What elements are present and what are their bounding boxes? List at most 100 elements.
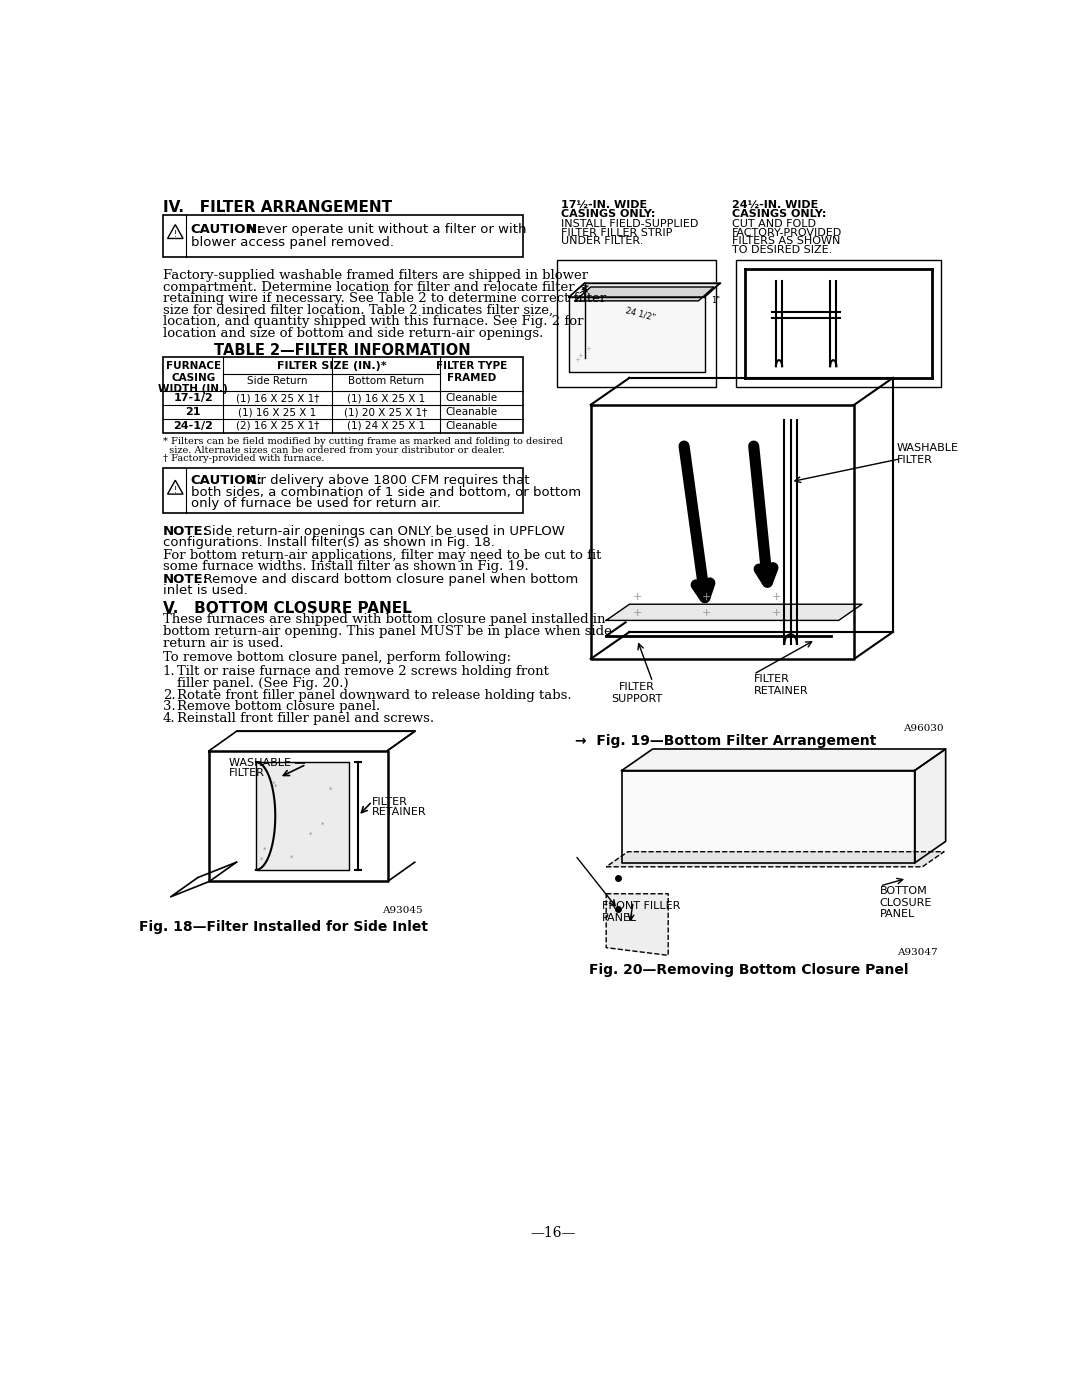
Polygon shape — [915, 749, 946, 863]
Text: return air is used.: return air is used. — [163, 637, 284, 650]
Polygon shape — [569, 298, 704, 372]
Text: *: * — [264, 847, 267, 852]
Text: WASHABLE
FILTER: WASHABLE FILTER — [896, 443, 959, 465]
Text: 4.: 4. — [163, 712, 176, 725]
Text: (1) 24 X 25 X 1: (1) 24 X 25 X 1 — [347, 420, 426, 430]
Text: Air delivery above 1800 CFM requires that: Air delivery above 1800 CFM requires tha… — [239, 474, 529, 488]
Text: 17-1/2: 17-1/2 — [173, 393, 213, 404]
Text: +: + — [702, 592, 712, 602]
Text: →  Fig. 19—Bottom Filter Arrangement: → Fig. 19—Bottom Filter Arrangement — [576, 735, 877, 749]
Text: both sides, a combination of 1 side and bottom, or bottom: both sides, a combination of 1 side and … — [191, 486, 581, 499]
Text: 24-1/2: 24-1/2 — [173, 420, 213, 430]
Text: * Filters can be field modified by cutting frame as marked and folding to desire: * Filters can be field modified by cutti… — [163, 437, 563, 446]
Text: CAUTION:: CAUTION: — [191, 474, 262, 488]
Text: IV.   FILTER ARRANGEMENT: IV. FILTER ARRANGEMENT — [163, 200, 392, 215]
Bar — [163, 215, 523, 257]
Text: compartment. Determine location for filter and relocate filter: compartment. Determine location for filt… — [163, 281, 575, 293]
Text: *: * — [291, 855, 294, 861]
Text: CAUTION:: CAUTION: — [191, 224, 262, 236]
Polygon shape — [576, 286, 714, 300]
Text: RETAINER: RETAINER — [373, 806, 427, 817]
Text: *: * — [271, 781, 274, 787]
Text: FILTER FILLER STRIP: FILTER FILLER STRIP — [562, 228, 673, 237]
Text: *: * — [273, 784, 276, 789]
Text: Rotate front filler panel downward to release holding tabs.: Rotate front filler panel downward to re… — [177, 689, 571, 701]
Text: 21: 21 — [186, 407, 201, 418]
Text: Cleanable: Cleanable — [445, 393, 498, 404]
Text: Cleanable: Cleanable — [445, 407, 498, 418]
Text: To remove bottom closure panel, perform following:: To remove bottom closure panel, perform … — [163, 651, 511, 664]
Text: Remove bottom closure panel.: Remove bottom closure panel. — [177, 700, 380, 714]
Text: 3.: 3. — [163, 700, 176, 714]
Text: +: + — [578, 353, 583, 359]
Text: Cleanable: Cleanable — [445, 420, 498, 430]
Text: (1) 16 X 25 X 1†: (1) 16 X 25 X 1† — [235, 393, 320, 404]
Text: FILTER: FILTER — [373, 796, 408, 806]
Text: FURNACE
CASING
WIDTH (IN.): FURNACE CASING WIDTH (IN.) — [159, 360, 228, 394]
Text: *: * — [260, 856, 264, 862]
Text: CASINGS ONLY:: CASINGS ONLY: — [562, 210, 656, 219]
Text: —16—: —16— — [530, 1227, 577, 1241]
Text: FILTER
SUPPORT: FILTER SUPPORT — [611, 682, 663, 704]
Text: 24 1/2": 24 1/2" — [625, 306, 657, 323]
Text: TABLE 2—FILTER INFORMATION: TABLE 2—FILTER INFORMATION — [215, 344, 471, 358]
Text: 3": 3" — [580, 285, 589, 293]
Text: FRONT FILLER
PANEL: FRONT FILLER PANEL — [603, 901, 680, 923]
Text: only of furnace be used for return air.: only of furnace be used for return air. — [191, 497, 441, 510]
Text: FILTER TYPE
FRAMED: FILTER TYPE FRAMED — [435, 360, 507, 383]
Bar — [163, 468, 523, 513]
Bar — [557, 260, 716, 387]
Text: Factory-supplied washable framed filters are shipped in blower: Factory-supplied washable framed filters… — [163, 270, 588, 282]
Text: Bottom Return: Bottom Return — [348, 376, 424, 387]
Polygon shape — [622, 749, 946, 771]
Text: size. Alternate sizes can be ordered from your distributor or dealer.: size. Alternate sizes can be ordered fro… — [163, 446, 504, 454]
Text: *: * — [329, 787, 333, 792]
Text: 1": 1" — [711, 296, 720, 306]
Text: filler panel. (See Fig. 20.): filler panel. (See Fig. 20.) — [177, 676, 349, 690]
Text: bottom return-air opening. This panel MUST be in place when side: bottom return-air opening. This panel MU… — [163, 624, 611, 638]
Polygon shape — [606, 894, 669, 956]
Text: V.   BOTTOM CLOSURE PANEL: V. BOTTOM CLOSURE PANEL — [163, 601, 411, 616]
Text: 2.: 2. — [163, 689, 176, 701]
Text: For bottom return-air applications, filter may need to be cut to fit: For bottom return-air applications, filt… — [163, 549, 602, 562]
Text: A96030: A96030 — [904, 725, 944, 733]
Text: *: * — [321, 821, 324, 828]
Text: configurations. Install filter(s) as shown in Fig. 18.: configurations. Install filter(s) as sho… — [163, 536, 495, 549]
Text: Fig. 18—Filter Installed for Side Inlet: Fig. 18—Filter Installed for Side Inlet — [138, 921, 428, 935]
Text: A93045: A93045 — [382, 907, 422, 915]
Text: +: + — [772, 592, 782, 602]
Text: +: + — [633, 608, 642, 617]
Text: *: * — [309, 833, 313, 838]
Text: +: + — [585, 345, 592, 352]
Text: !: ! — [174, 231, 177, 239]
Text: FILTER SIZE (IN.)*: FILTER SIZE (IN.)* — [278, 360, 387, 372]
Bar — [163, 358, 523, 433]
Polygon shape — [606, 605, 862, 620]
Text: Remove and discard bottom closure panel when bottom: Remove and discard bottom closure panel … — [194, 573, 578, 585]
Text: (2) 16 X 25 X 1†: (2) 16 X 25 X 1† — [235, 420, 320, 430]
Text: TO DESIRED SIZE.: TO DESIRED SIZE. — [732, 244, 832, 254]
Text: size for desired filter location. Table 2 indicates filter size,: size for desired filter location. Table … — [163, 305, 553, 317]
Text: FILTER
RETAINER: FILTER RETAINER — [754, 675, 808, 696]
Text: WASHABLE —: WASHABLE — — [229, 759, 306, 768]
Text: BOTTOM
CLOSURE
PANEL: BOTTOM CLOSURE PANEL — [880, 886, 932, 919]
Text: Never operate unit without a filter or with: Never operate unit without a filter or w… — [239, 224, 526, 236]
Text: Side return-air openings can ONLY be used in UPFLOW: Side return-air openings can ONLY be use… — [194, 525, 565, 538]
Text: CUT AND FOLD: CUT AND FOLD — [732, 219, 815, 229]
Text: !: ! — [174, 486, 177, 495]
Text: +: + — [772, 608, 782, 617]
Text: +: + — [702, 608, 712, 617]
Text: (1) 16 X 25 X 1: (1) 16 X 25 X 1 — [347, 393, 426, 404]
Text: 17½-IN. WIDE: 17½-IN. WIDE — [562, 200, 647, 210]
Text: INSTALL FIELD-SUPPLIED: INSTALL FIELD-SUPPLIED — [562, 219, 699, 229]
Text: +: + — [573, 358, 580, 363]
Text: These furnaces are shipped with bottom closure panel installed in: These furnaces are shipped with bottom c… — [163, 613, 606, 626]
Text: UNDER FILTER.: UNDER FILTER. — [562, 236, 644, 246]
Text: Side Return: Side Return — [247, 376, 308, 387]
Text: 24½-IN. WIDE: 24½-IN. WIDE — [732, 200, 818, 210]
Text: FILTER: FILTER — [229, 768, 265, 778]
Text: inlet is used.: inlet is used. — [163, 584, 247, 597]
Text: (1) 20 X 25 X 1†: (1) 20 X 25 X 1† — [345, 407, 428, 418]
Polygon shape — [622, 771, 915, 863]
Text: NOTE:: NOTE: — [163, 573, 208, 585]
